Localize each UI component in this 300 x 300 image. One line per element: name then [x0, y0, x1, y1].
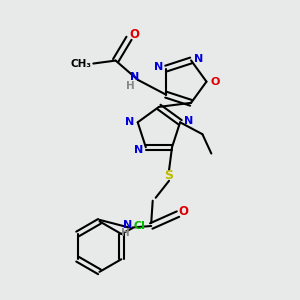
- Text: S: S: [164, 169, 173, 182]
- Text: Cl: Cl: [133, 221, 145, 231]
- Text: N: N: [134, 145, 143, 155]
- Text: O: O: [178, 205, 188, 218]
- Text: CH₃: CH₃: [71, 58, 92, 68]
- Text: N: N: [125, 117, 134, 127]
- Text: N: N: [154, 62, 163, 72]
- Text: H: H: [126, 81, 135, 91]
- Text: H: H: [121, 228, 130, 239]
- Text: N: N: [194, 54, 203, 64]
- Text: O: O: [129, 28, 139, 41]
- Text: O: O: [210, 76, 220, 87]
- Text: N: N: [123, 220, 132, 230]
- Text: N: N: [184, 116, 193, 126]
- Text: N: N: [130, 72, 139, 82]
